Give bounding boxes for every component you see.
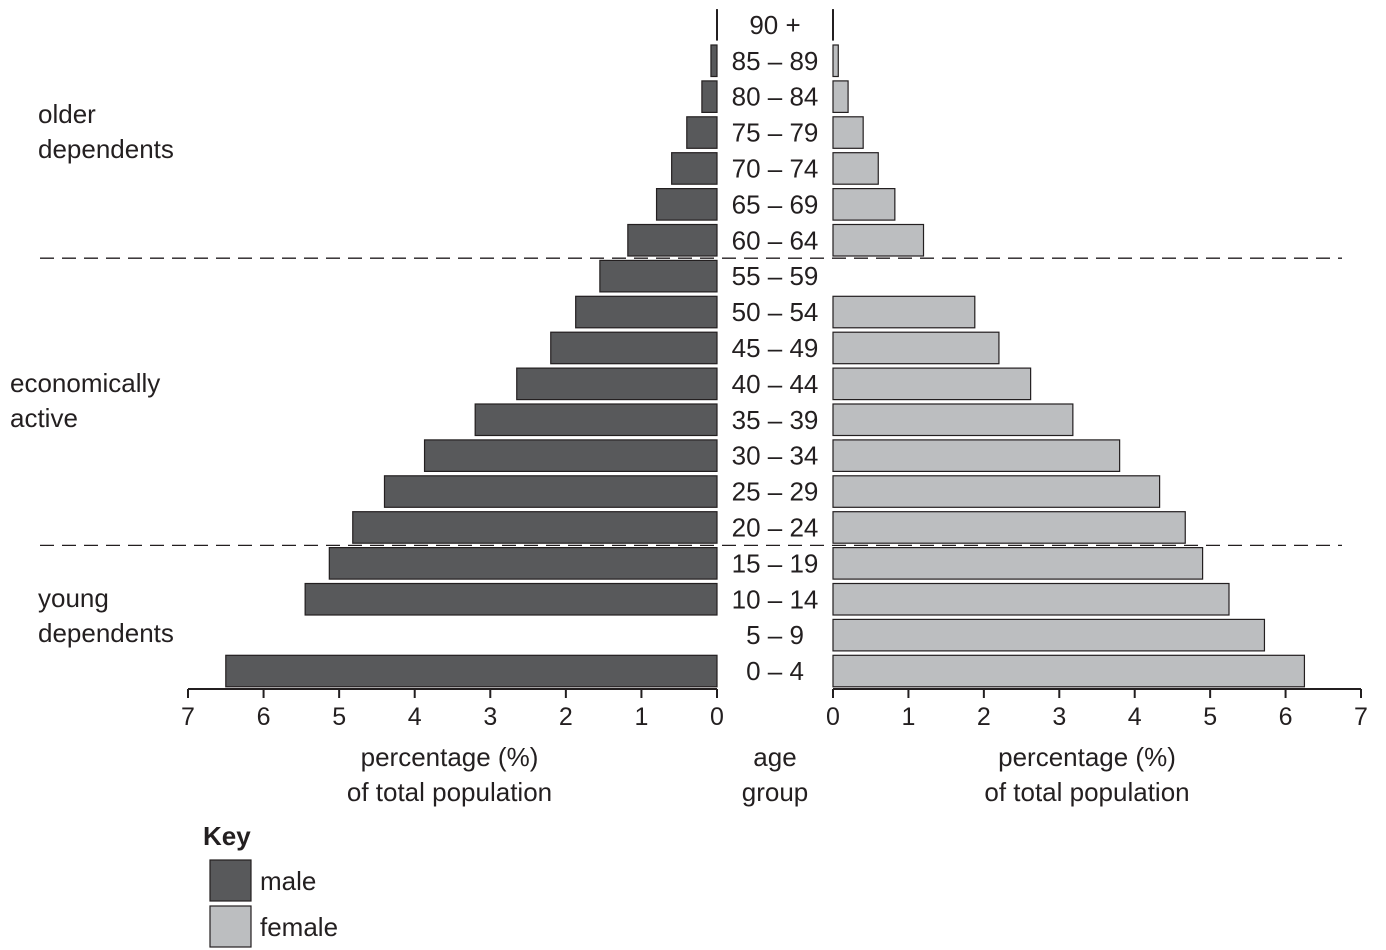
female-tick-label-5: 5 <box>1203 703 1217 731</box>
male-tick-label-2: 2 <box>559 703 573 731</box>
male-tick-label-4: 4 <box>408 703 422 731</box>
bar-female-60-64 <box>832 223 925 257</box>
bar-female-75-79 <box>832 116 864 149</box>
age-label-75-79: 75 – 79 <box>732 118 819 148</box>
group-label-2-line-1: dependents <box>38 618 174 648</box>
group-label-0-line-0: older <box>38 99 96 129</box>
bar-male-60-64 <box>627 223 718 257</box>
bar-female-45-49 <box>832 331 1000 365</box>
male-tick-label-3: 3 <box>483 703 497 731</box>
bar-male-25-29 <box>383 475 718 508</box>
male-tick-label-1: 1 <box>634 703 648 731</box>
bar-male-0-4 <box>225 654 718 688</box>
age-label-90: 90 + <box>749 10 800 40</box>
bar-female-35-39 <box>832 403 1074 437</box>
bar-male-85-89 <box>710 44 718 78</box>
age-label-20-24: 20 – 24 <box>732 512 819 542</box>
female-tick-label-4: 4 <box>1128 703 1142 731</box>
age-label-70-74: 70 – 74 <box>732 153 819 183</box>
age-group-title-line-0: age <box>753 742 796 772</box>
age-label-40-44: 40 – 44 <box>732 369 819 399</box>
bar-female-10-14 <box>832 582 1230 616</box>
age-label-25-29: 25 – 29 <box>732 477 819 507</box>
legend-label-female: female <box>260 912 338 942</box>
bar-male-35-39 <box>474 403 718 437</box>
male-tick-label-6: 6 <box>257 703 271 731</box>
legend-title: Key <box>203 821 251 851</box>
age-label-65-69: 65 – 69 <box>732 189 819 219</box>
age-label-15-19: 15 – 19 <box>732 548 819 578</box>
group-label-1-line-0: economically <box>10 368 160 398</box>
bar-male-10-14 <box>304 582 718 616</box>
female-tick-label-3: 3 <box>1052 703 1066 731</box>
age-group-title-line-1: group <box>742 777 809 807</box>
bar-male-15-19 <box>328 546 718 580</box>
bar-female-20-24 <box>832 511 1186 544</box>
bar-male-30-34 <box>423 439 718 472</box>
group-labels: older dependents economically active young de… <box>10 99 174 648</box>
axes-layer: 0 0 1 1 2 2 3 3 4 4 5 5 6 6 7 7 <box>181 9 1368 731</box>
bar-male-65-69 <box>655 188 718 221</box>
bar-male-50-54 <box>575 295 718 329</box>
bar-male-55-59 <box>599 259 718 293</box>
bar-female-65-69 <box>832 188 896 221</box>
bar-female-80-84 <box>832 80 849 114</box>
age-label-5-9: 5 – 9 <box>746 620 804 650</box>
female-tick-label-2: 2 <box>977 703 991 731</box>
female-tick-label-0: 0 <box>826 703 840 731</box>
age-label-35-39: 35 – 39 <box>732 405 819 435</box>
bar-female-25-29 <box>832 475 1161 508</box>
legend-swatch-male <box>209 859 252 902</box>
age-label-45-49: 45 – 49 <box>732 333 819 363</box>
female-tick-label-1: 1 <box>901 703 915 731</box>
female-tick-label-6: 6 <box>1279 703 1293 731</box>
group-label-1-line-1: active <box>10 403 78 433</box>
axis-titles: percentage (%) of total population percent… <box>347 742 1190 807</box>
female-tick-label-7: 7 <box>1354 703 1368 731</box>
male-axis-title-line-1: of total population <box>347 777 552 807</box>
bar-female-85-89 <box>832 44 839 78</box>
bar-male-20-24 <box>352 511 718 544</box>
age-label-30-34: 30 – 34 <box>732 441 819 471</box>
bar-male-45-49 <box>550 331 718 365</box>
legend-swatch-female <box>209 905 252 948</box>
legend-label-male: male <box>260 866 316 896</box>
bar-male-75-79 <box>686 116 718 149</box>
bar-female-40-44 <box>832 367 1032 401</box>
bar-female-15-19 <box>832 546 1204 580</box>
bar-female-0-4 <box>832 654 1306 688</box>
age-label-0-4: 0 – 4 <box>746 656 804 686</box>
age-label-50-54: 50 – 54 <box>732 297 819 327</box>
age-label-60-64: 60 – 64 <box>732 225 819 255</box>
age-group-labels: 0 – 4 5 – 9 10 – 14 15 – 19 20 – 24 25 – 29 30… <box>732 10 819 686</box>
age-label-85-89: 85 – 89 <box>732 46 819 76</box>
age-label-55-59: 55 – 59 <box>732 261 819 291</box>
bar-female-50-54 <box>832 295 976 329</box>
female-axis-title-line-1: of total population <box>984 777 1189 807</box>
bar-female-30-34 <box>832 439 1121 472</box>
age-label-80-84: 80 – 84 <box>732 82 819 112</box>
male-tick-label-7: 7 <box>181 703 195 731</box>
bars-layer <box>225 44 1306 688</box>
female-axis-title-line-0: percentage (%) <box>998 742 1176 772</box>
bar-male-40-44 <box>516 367 718 401</box>
male-tick-label-5: 5 <box>332 703 346 731</box>
bar-male-80-84 <box>701 80 718 114</box>
male-axis-title-line-0: percentage (%) <box>361 742 539 772</box>
group-dividers <box>40 257 1342 547</box>
bar-female-5-9 <box>832 618 1266 652</box>
bar-male-70-74 <box>671 152 718 185</box>
group-label-2-line-0: young <box>38 583 109 613</box>
male-tick-label-0: 0 <box>710 703 724 731</box>
age-label-10-14: 10 – 14 <box>732 584 819 614</box>
bar-female-70-74 <box>832 152 879 185</box>
group-label-0-line-1: dependents <box>38 134 174 164</box>
